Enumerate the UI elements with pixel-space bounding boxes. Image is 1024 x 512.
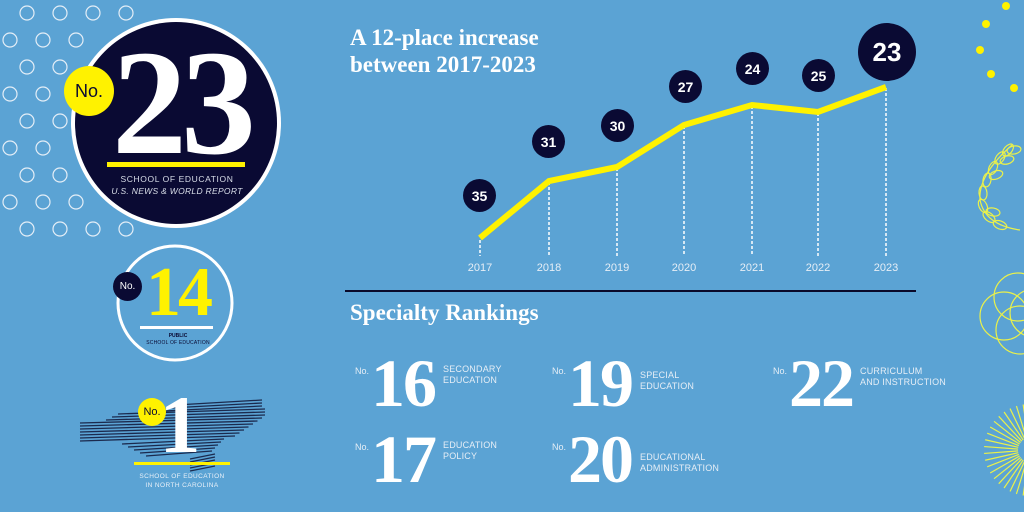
data-label-2023: 23	[858, 23, 916, 81]
sunburst-icon	[984, 404, 1024, 496]
specialty-item: No. 22 CURRICULUM AND INSTRUCTION	[773, 348, 973, 422]
main-rank-source: U.S. NEWS & WORLD REPORT	[111, 186, 243, 196]
x-tick-2017: 2017	[467, 262, 493, 274]
rank-number: 17	[371, 421, 437, 497]
data-label-2022: 25	[802, 59, 835, 92]
laurel-icon	[977, 143, 1022, 231]
yellow-dots-icon	[976, 2, 1018, 92]
public-rank-label: PUBLIC	[168, 333, 188, 339]
rank-prefix: No.	[773, 366, 788, 376]
specialty-item: No. 16 SECONDARY EDUCATION	[355, 348, 535, 422]
state-rank-prefix: No.	[138, 398, 166, 426]
public-rank-number: 14	[146, 254, 213, 331]
x-tick-2022: 2022	[805, 262, 831, 274]
data-label-2019: 30	[601, 109, 634, 142]
specialty-title: Specialty Rankings	[350, 300, 539, 325]
public-rank-sublabel: SCHOOL OF EDUCATION	[146, 340, 210, 346]
specialty-item: No. 20 EDUCATIONAL ADMINISTRATION	[552, 424, 752, 498]
main-rank-label: SCHOOL OF EDUCATION	[120, 174, 234, 184]
chart-title: A 12-place increase between 2017-2023	[350, 24, 539, 78]
data-label-2017: 35	[463, 179, 496, 212]
public-rank-prefix: No.	[113, 272, 142, 301]
rank-number: 20	[568, 421, 634, 497]
state-rank-underline	[134, 462, 230, 465]
rank-number: 19	[568, 345, 634, 421]
rank-number: 22	[789, 345, 855, 421]
state-rank-sublabel: IN NORTH CAROLINA	[145, 482, 219, 489]
section-divider	[345, 290, 916, 292]
data-label-2020: 27	[669, 70, 702, 103]
chart-title-line2: between 2017-2023	[350, 52, 536, 77]
public-rank-underline	[140, 326, 213, 329]
chart-title-line1: A 12-place increase	[350, 25, 539, 50]
specialty-item: No. 19 SPECIAL EDUCATION	[552, 348, 732, 422]
x-tick-2020: 2020	[671, 262, 697, 274]
x-tick-2021: 2021	[739, 262, 765, 274]
specialty-item: No. 17 EDUCATION POLICY	[355, 424, 535, 498]
rank-label: EDUCATIONAL ADMINISTRATION	[640, 452, 720, 473]
rank-label: SECONDARY EDUCATION	[443, 364, 502, 385]
x-tick-2019: 2019	[604, 262, 630, 274]
x-tick-2023: 2023	[873, 262, 899, 274]
main-rank-number: 23	[112, 20, 256, 186]
rank-label: SPECIAL EDUCATION	[640, 370, 695, 391]
rank-prefix: No.	[355, 442, 370, 452]
flower-of-life-icon	[979, 272, 1024, 355]
chart-dashed-gridlines	[479, 88, 887, 256]
data-label-2018: 31	[532, 125, 565, 158]
rank-number: 16	[371, 345, 437, 421]
state-rank-label: SCHOOL OF EDUCATION	[139, 473, 225, 480]
ranking-trend-line	[478, 84, 888, 241]
rank-label: CURRICULUM AND INSTRUCTION	[860, 366, 946, 387]
rank-label: EDUCATION POLICY	[443, 440, 498, 461]
north-carolina-map-icon	[79, 399, 266, 472]
rank-prefix: No.	[552, 366, 567, 376]
x-tick-2018: 2018	[536, 262, 562, 274]
main-rank-prefix: No.	[64, 66, 114, 116]
main-rank-underline	[107, 162, 245, 167]
rank-prefix: No.	[552, 442, 567, 452]
circle-pattern-icon	[2, 5, 134, 237]
rank-prefix: No.	[355, 366, 370, 376]
state-rank-number: 1	[159, 379, 201, 470]
data-label-2021: 24	[736, 52, 769, 85]
